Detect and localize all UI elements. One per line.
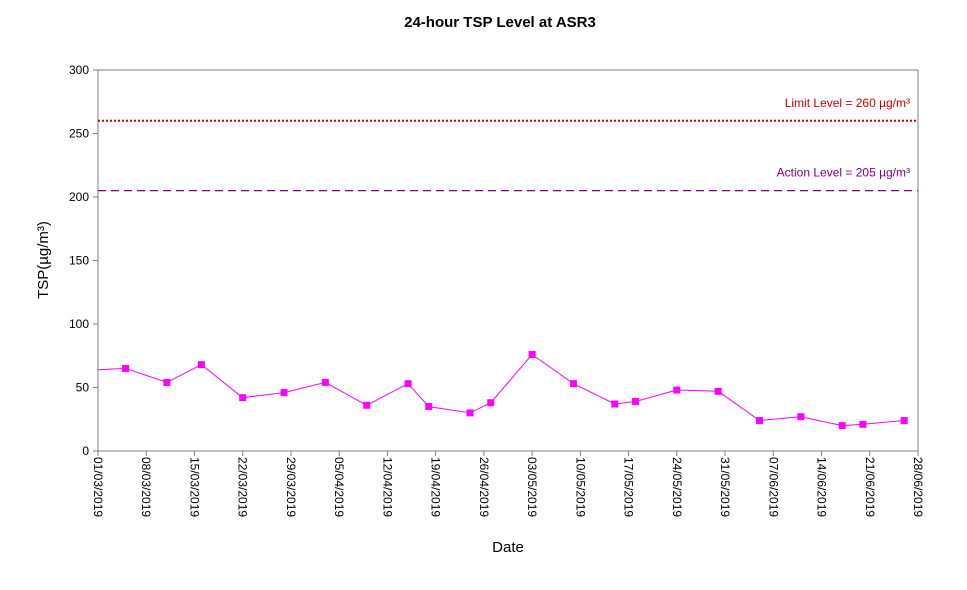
data-point — [466, 409, 474, 417]
data-point — [425, 403, 433, 411]
y-axis: 0 50 100 150 200 250 300 — [69, 63, 98, 458]
data-point — [321, 378, 329, 386]
y-tick-label: 0 — [82, 444, 89, 458]
data-point — [569, 380, 577, 388]
x-tick-label: 15/03/2019 — [187, 457, 201, 517]
x-tick-label: 08/03/2019 — [139, 457, 153, 517]
x-tick-label: 21/06/2019 — [863, 457, 877, 517]
data-point — [122, 364, 130, 372]
x-axis-label: Date — [492, 539, 524, 556]
x-tick-label: 17/05/2019 — [622, 457, 636, 517]
y-axis-label: TSP(µg/m³) — [35, 221, 52, 299]
reference-lines: Limit Level = 260 µg/m³ Action Level = 20… — [98, 96, 918, 192]
data-point — [714, 387, 722, 395]
x-tick-label: 19/04/2019 — [429, 457, 443, 517]
x-tick-label: 22/03/2019 — [236, 457, 250, 517]
data-point — [280, 389, 288, 397]
reference-line-label: Action Level = 205 µg/m³ — [777, 166, 910, 180]
x-tick-label: 31/05/2019 — [718, 457, 732, 517]
x-tick-label: 29/03/2019 — [284, 457, 298, 517]
y-tick-label: 250 — [69, 127, 89, 141]
x-tick-label: 14/06/2019 — [815, 457, 829, 517]
chart-title: 24-hour TSP Level at ASR3 — [404, 14, 596, 31]
data-point — [900, 417, 908, 425]
x-tick-label: 07/06/2019 — [766, 457, 780, 517]
x-axis: 01/03/2019 08/03/2019 15/03/2019 22/03/2019… — [91, 451, 925, 517]
plot-area — [97, 69, 919, 452]
data-point — [673, 386, 681, 394]
x-tick-label: 05/04/2019 — [332, 457, 346, 517]
reference-line-label: Limit Level = 260 µg/m³ — [785, 96, 910, 110]
data-point — [163, 378, 171, 386]
series-group — [97, 350, 908, 430]
y-tick-label: 200 — [69, 190, 89, 204]
data-point — [239, 394, 247, 402]
data-point — [611, 400, 619, 408]
data-point — [859, 420, 867, 428]
y-tick-label: 300 — [69, 63, 89, 77]
y-tick-label: 150 — [69, 254, 89, 268]
data-point — [756, 417, 764, 425]
data-point — [838, 422, 846, 430]
data-point — [631, 397, 639, 405]
x-tick-label: 28/06/2019 — [911, 457, 925, 517]
x-tick-label: 01/03/2019 — [91, 457, 105, 517]
x-tick-label: 03/05/2019 — [525, 457, 539, 517]
data-point — [404, 380, 412, 388]
data-point — [528, 350, 536, 358]
y-tick-label: 50 — [76, 381, 90, 395]
x-tick-label: 12/04/2019 — [380, 457, 394, 517]
data-point — [363, 401, 371, 409]
data-point — [797, 413, 805, 421]
x-tick-label: 24/05/2019 — [670, 457, 684, 517]
data-point — [487, 399, 495, 407]
y-tick-label: 100 — [69, 317, 89, 331]
x-tick-label: 10/05/2019 — [573, 457, 587, 517]
x-tick-label: 26/04/2019 — [477, 457, 491, 517]
data-point — [197, 361, 205, 369]
